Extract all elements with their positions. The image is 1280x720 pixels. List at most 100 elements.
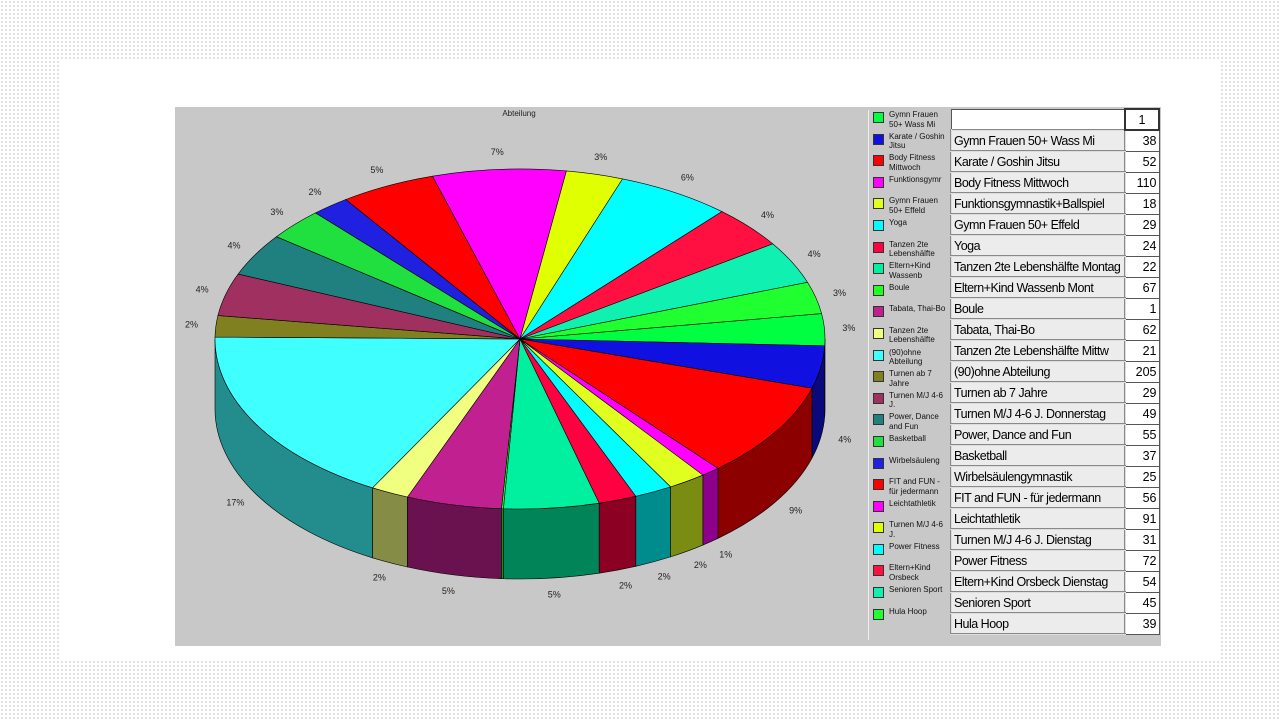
row-name: (90)ohne Abteilung [950, 360, 1126, 383]
legend-swatch [873, 284, 884, 296]
legend-label: Boule [889, 282, 910, 292]
row-value: 39 [1124, 612, 1160, 635]
slice [519, 338, 813, 469]
legend-item: Karate / Goshin Jitsu [869, 132, 949, 154]
slice-side [670, 474, 704, 558]
chart-title: Abteilung [502, 109, 535, 118]
table-row: Wirbelsäulengymnastik 25 [950, 465, 1160, 488]
table-row: Leichtathletik 91 [950, 507, 1160, 530]
legend-label: Tabata, Thai-Bo [889, 304, 946, 314]
table-row: Basketball 37 [950, 444, 1160, 467]
legend-label: Turnen M/J 4-6 J. [889, 390, 943, 410]
row-name: Turnen ab 7 Jahre [950, 381, 1126, 404]
row-name: FIT and FUN - für jedermann [950, 486, 1126, 509]
legend-swatch [873, 241, 884, 253]
slice-label: 5% [442, 586, 455, 596]
legend-swatch [873, 349, 884, 361]
header-cell: 1 [1124, 108, 1160, 131]
table-row: Senioren Sport 45 [950, 591, 1160, 614]
table-row: Karate / Goshin Jitsu 52 [950, 150, 1160, 173]
slice-side [503, 502, 600, 580]
legend-item: Wirbelsäuleng [869, 456, 949, 478]
legend-item: Power Fitness [869, 542, 949, 564]
legend-swatch [873, 112, 884, 123]
legend-label: Gymn Frauen 50+ Effeld [889, 196, 938, 215]
legend-label: Tanzen 2te Lebenshälfte [889, 325, 935, 345]
row-value: 56 [1124, 486, 1160, 509]
row-name: Turnen M/J 4-6 J. Donnerstag [950, 402, 1126, 425]
slice-label: 17% [226, 497, 244, 507]
chart: Abteilung 3% 4% 9% 1% 2% 2% 2% 5% 5% 2% 17% 2% 4% 4% 3… [185, 109, 855, 599]
row-value: 38 [1124, 129, 1160, 152]
table-row: FIT and FUN - für jedermann 56 [950, 486, 1160, 509]
legend-label: Wirbelsäuleng [889, 455, 940, 465]
legend-item: Gymn Frauen 50+ Effeld [869, 196, 949, 218]
slice-label: 4% [808, 249, 821, 259]
legend-label: Yoga [889, 217, 907, 227]
slice-label: 4% [196, 284, 209, 294]
row-value: 37 [1124, 444, 1160, 467]
table-row: Body Fitness Mittwoch 110 [950, 171, 1160, 194]
row-name: Gymn Frauen 50+ Wass Mi [950, 129, 1126, 152]
row-value: 67 [1124, 276, 1160, 299]
row-value: 24 [1124, 234, 1160, 257]
legend-item: Turnen ab 7 Jahre [869, 369, 949, 391]
row-name: Gymn Frauen 50+ Effeld [950, 213, 1126, 236]
legend-item: FIT and FUN - für jedermann [869, 477, 949, 499]
legend-swatch [873, 133, 884, 145]
row-value: 110 [1124, 171, 1160, 194]
slice-label: 2% [694, 560, 707, 570]
slice-label: 4% [761, 210, 774, 220]
legend-label: Turnen ab 7 Jahre [889, 369, 932, 388]
legend-item: Gymn Frauen 50+ Wass Mi [869, 110, 949, 132]
table-row: Yoga 24 [950, 234, 1160, 257]
legend-item: Basketball [869, 434, 949, 456]
legend-swatch [873, 479, 884, 491]
row-name: Yoga [950, 234, 1126, 257]
legend-label: Power Fitness [889, 541, 940, 551]
row-name: Power, Dance and Fun [950, 423, 1126, 446]
row-value: 55 [1124, 423, 1160, 446]
legend-swatch [873, 306, 884, 318]
row-value: 52 [1124, 150, 1160, 173]
row-name: Tanzen 2te Lebenshälfte Montag [950, 255, 1126, 278]
legend-swatch [873, 500, 884, 512]
legend-item: Eltern+Kind Wassenb [869, 261, 949, 283]
legend-swatch [873, 414, 884, 426]
table-row: Gymn Frauen 50+ Effeld 29 [950, 213, 1160, 236]
legend-label: Turnen M/J 4-6 J. [889, 520, 943, 539]
legend-label: (90)ohne Abteilung [889, 347, 923, 367]
slice-label: 2% [185, 319, 198, 329]
row-value: 205 [1124, 360, 1160, 383]
row-value: 29 [1124, 381, 1160, 404]
row-value: 18 [1124, 192, 1160, 215]
legend-swatch [873, 371, 884, 383]
legend-item: Senioren Sport [869, 585, 949, 607]
row-value: 1 [1124, 297, 1160, 320]
slice-label: 1% [719, 549, 732, 559]
slice-label: 4% [227, 241, 240, 251]
legend-label: Power, Dance and Fun [889, 412, 939, 431]
legend-swatch [873, 457, 884, 469]
legend-swatch [873, 543, 884, 555]
table-row: Turnen ab 7 Jahre 29 [950, 381, 1160, 404]
table-row: Tabata, Thai-Bo 62 [950, 318, 1160, 341]
slice-label: 2% [309, 187, 322, 197]
slice-label: 9% [789, 506, 802, 516]
legend-item: Yoga [869, 218, 949, 240]
legend-label: Tanzen 2te Lebenshälfte [889, 239, 935, 259]
legend-swatch [873, 565, 884, 577]
row-value: 45 [1124, 591, 1160, 614]
data-table: 1 Gymn Frauen 50+ Wass Mi 38 Karate / Gosh… [950, 108, 1160, 635]
row-value: 22 [1124, 255, 1160, 278]
row-value: 49 [1124, 402, 1160, 425]
row-value: 21 [1124, 339, 1160, 362]
table-row: Funktionsgymnastik+Ballspiel 18 [950, 192, 1160, 215]
row-value: 72 [1124, 549, 1160, 572]
legend-item: Turnen M/J 4-6 J. [869, 520, 949, 542]
legend-swatch [873, 392, 884, 404]
row-name: Eltern+Kind Orsbeck Dienstag [950, 570, 1126, 593]
row-value: 25 [1124, 465, 1160, 488]
row-value: 91 [1124, 507, 1160, 530]
